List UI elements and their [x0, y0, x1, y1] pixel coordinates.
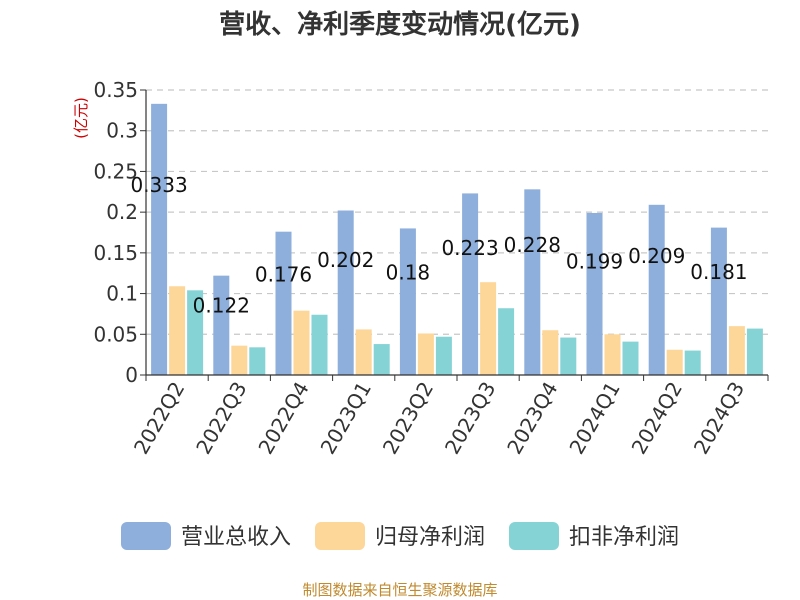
y-tick-label: 0.25 — [93, 159, 138, 183]
axes — [145, 90, 768, 376]
data-label: 0.228 — [504, 233, 561, 257]
source-note: 制图数据来自恒生聚源数据库 — [302, 581, 497, 599]
bar-2023Q3-s0 — [462, 193, 479, 375]
bar-2024Q3-s0 — [710, 227, 727, 375]
legend-label: 扣非净利润 — [569, 525, 679, 550]
y-tick-label: 0.1 — [106, 282, 138, 306]
x-tick-label: 2023Q3 — [440, 378, 500, 459]
x-tick-label: 2023Q4 — [502, 378, 562, 459]
data-label: 0.209 — [628, 244, 685, 268]
bar-2022Q4-s1 — [293, 310, 310, 375]
bar-2022Q2-s0 — [151, 103, 168, 375]
bar-2022Q3-s2 — [249, 347, 266, 375]
bar-2023Q4-s2 — [560, 337, 577, 375]
y-axis-ticks: 0 0.05 0.1 0.15 0.2 0.25 0.3 0.35 — [93, 78, 146, 387]
data-label: 0.223 — [441, 236, 498, 260]
x-axis-ticks: 2022Q2 2022Q3 2022Q4 2023Q1 2023Q2 2023Q3 2023… — [129, 375, 769, 459]
y-tick-label: 0.3 — [106, 119, 138, 143]
bar-2024Q3-s2 — [746, 328, 763, 375]
x-tick-label: 2023Q1 — [316, 378, 376, 459]
grid-lines — [146, 89, 768, 335]
bar-2022Q3-s1 — [231, 345, 248, 375]
chart-title: 营收、净利季度变动情况(亿元) — [219, 9, 581, 40]
bar-2022Q4-s2 — [311, 314, 328, 375]
bars — [151, 103, 763, 375]
x-tick-label: 2022Q4 — [253, 378, 313, 459]
bar-2023Q2-s2 — [435, 336, 452, 375]
bar-2023Q1-s0 — [337, 210, 354, 375]
data-label: 0.199 — [566, 250, 623, 274]
y-tick-label: 0.05 — [93, 322, 138, 346]
bar-2024Q1-s0 — [586, 212, 603, 375]
bar-2023Q3-s1 — [480, 282, 497, 375]
y-tick-label: 0.15 — [93, 241, 138, 265]
x-tick-label: 2024Q3 — [689, 378, 749, 459]
data-label: 0.181 — [690, 260, 747, 284]
bar-2023Q4-s1 — [542, 330, 559, 375]
x-tick-label: 2024Q1 — [564, 378, 624, 459]
bar-2023Q1-s1 — [355, 329, 372, 375]
legend-label: 营业总收入 — [181, 525, 291, 550]
bar-2022Q4-s0 — [275, 231, 292, 375]
y-tick-label: 0.35 — [93, 78, 138, 102]
bar-2023Q3-s2 — [498, 308, 515, 375]
data-label: 0.333 — [130, 173, 187, 197]
data-label: 0.176 — [255, 263, 312, 287]
x-tick-label: 2022Q2 — [129, 378, 189, 459]
legend-swatch — [315, 522, 365, 550]
data-label: 0.18 — [386, 260, 431, 284]
bar-2024Q2-s2 — [684, 350, 701, 375]
legend-swatch — [121, 522, 171, 550]
legend: 营业总收入 归母净利润 扣非净利润 — [121, 522, 679, 550]
x-tick-label: 2022Q3 — [191, 378, 251, 459]
legend-label: 归母净利润 — [375, 525, 485, 550]
bar-2023Q4-s0 — [524, 189, 541, 375]
bar-2023Q2-s1 — [417, 333, 434, 375]
bar-2023Q2-s0 — [399, 228, 416, 375]
y-axis-unit-label: (亿元) — [72, 97, 90, 139]
bar-2022Q3-s0 — [213, 275, 230, 375]
x-tick-label: 2023Q2 — [378, 378, 438, 459]
legend-swatch — [509, 522, 559, 550]
bar-2024Q2-s0 — [648, 204, 665, 375]
bar-2024Q2-s1 — [666, 349, 683, 375]
bar-2024Q3-s1 — [728, 326, 745, 375]
y-tick-label: 0 — [125, 363, 138, 387]
y-tick-label: 0.2 — [106, 200, 138, 224]
data-label: 0.202 — [317, 248, 374, 272]
bar-2022Q2-s2 — [187, 290, 204, 375]
bar-2024Q1-s1 — [604, 334, 621, 375]
bar-2022Q2-s1 — [169, 286, 186, 375]
bar-2024Q1-s2 — [622, 341, 639, 375]
data-label: 0.122 — [193, 293, 250, 317]
bar-2023Q1-s2 — [373, 344, 390, 375]
x-tick-label: 2024Q2 — [627, 378, 687, 459]
